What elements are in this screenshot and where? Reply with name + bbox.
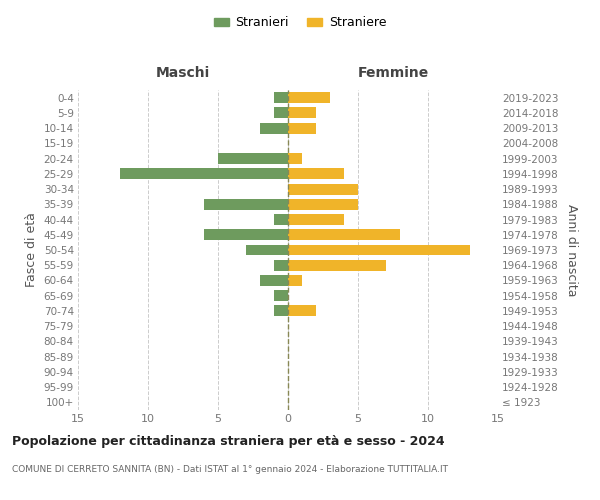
- Bar: [288, 184, 358, 194]
- Bar: [288, 275, 302, 286]
- Legend: Stranieri, Straniere: Stranieri, Straniere: [209, 11, 391, 34]
- Bar: [274, 92, 288, 103]
- Bar: [288, 153, 302, 164]
- Bar: [288, 108, 316, 118]
- Bar: [204, 230, 288, 240]
- Y-axis label: Anni di nascita: Anni di nascita: [565, 204, 578, 296]
- Bar: [288, 122, 316, 134]
- Bar: [288, 306, 316, 316]
- Bar: [288, 230, 400, 240]
- Bar: [288, 92, 330, 103]
- Y-axis label: Fasce di età: Fasce di età: [25, 212, 38, 288]
- Bar: [274, 108, 288, 118]
- Text: Popolazione per cittadinanza straniera per età e sesso - 2024: Popolazione per cittadinanza straniera p…: [12, 435, 445, 448]
- Bar: [260, 275, 288, 286]
- Bar: [288, 244, 470, 256]
- Bar: [260, 122, 288, 134]
- Bar: [204, 199, 288, 210]
- Bar: [288, 214, 344, 225]
- Bar: [274, 290, 288, 301]
- Text: Femmine: Femmine: [358, 66, 428, 80]
- Bar: [288, 168, 344, 179]
- Bar: [274, 214, 288, 225]
- Bar: [246, 244, 288, 256]
- Bar: [288, 260, 386, 270]
- Bar: [218, 153, 288, 164]
- Bar: [274, 260, 288, 270]
- Text: COMUNE DI CERRETO SANNITA (BN) - Dati ISTAT al 1° gennaio 2024 - Elaborazione TU: COMUNE DI CERRETO SANNITA (BN) - Dati IS…: [12, 465, 448, 474]
- Text: Maschi: Maschi: [156, 66, 210, 80]
- Bar: [288, 199, 358, 210]
- Bar: [120, 168, 288, 179]
- Bar: [274, 306, 288, 316]
